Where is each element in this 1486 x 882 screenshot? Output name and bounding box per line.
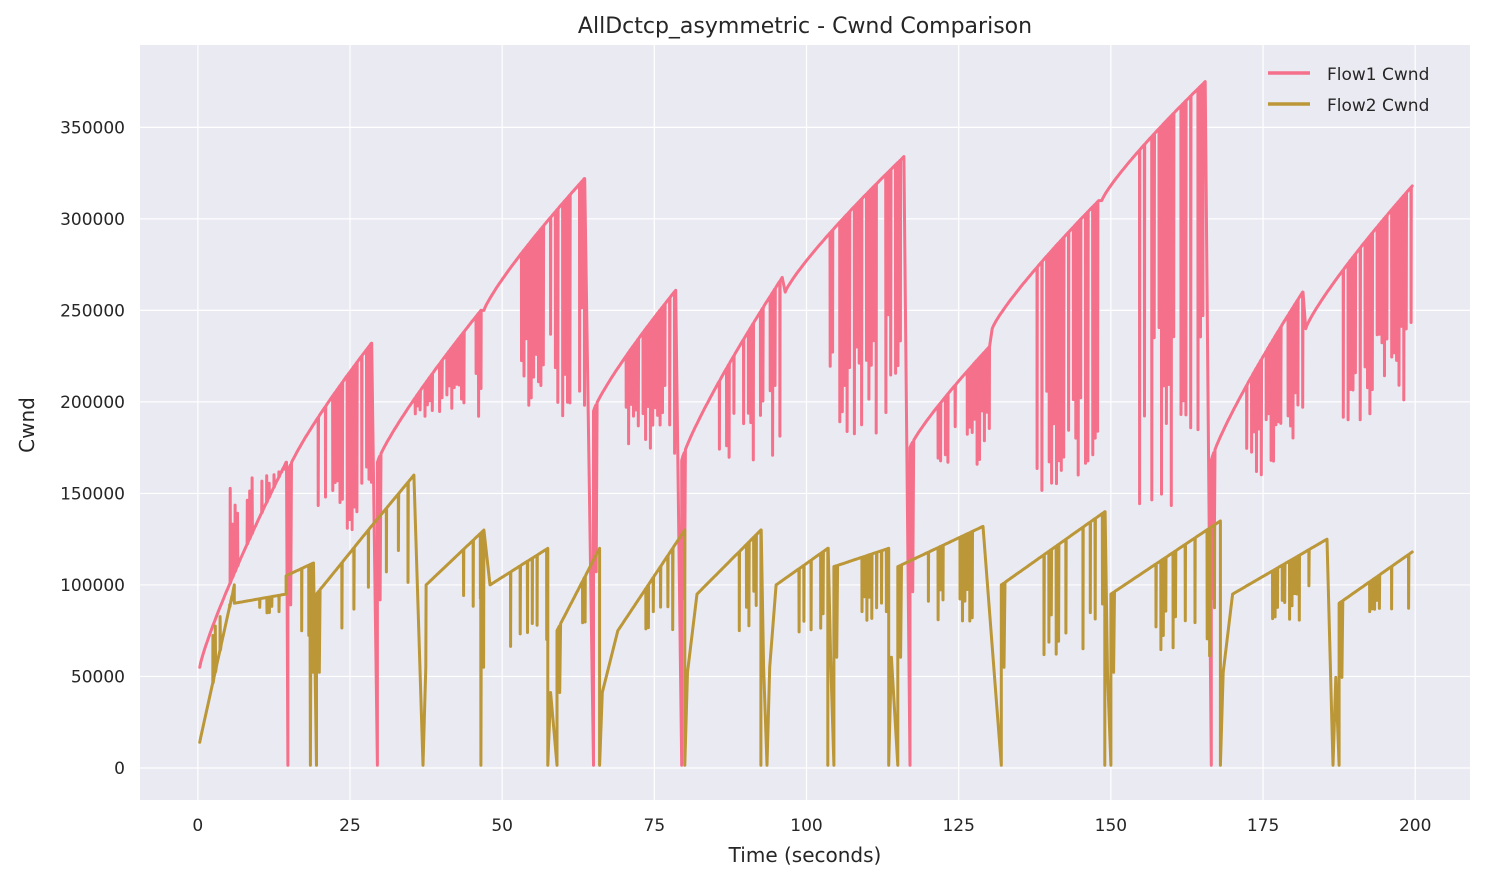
y-tick-label: 100000: [60, 576, 125, 596]
legend-label-flow2: Flow2 Cwnd: [1327, 96, 1429, 116]
y-tick-label: 350000: [60, 118, 125, 138]
x-tick-label: 175: [1247, 816, 1279, 836]
x-tick-label: 25: [339, 816, 361, 836]
y-tick-label: 0: [114, 759, 125, 779]
y-tick-label: 150000: [60, 484, 125, 504]
x-tick-label: 125: [942, 816, 974, 836]
y-tick-label: 300000: [60, 210, 125, 230]
x-tick-label: 0: [192, 816, 203, 836]
series-line-1: [198, 80, 1414, 767]
y-tick-label: 250000: [60, 301, 125, 321]
legend-label-flow1: Flow1 Cwnd: [1327, 65, 1429, 85]
tick-layer: 0 25 50 75 100 125 150 175 200 0 50000 100000 150000…: [60, 118, 1431, 836]
legend: Flow1 Cwnd Flow2 Cwnd: [1268, 65, 1429, 116]
x-tick-label: 75: [644, 816, 666, 836]
y-axis-label: Cwnd: [15, 397, 39, 453]
series-layer: [198, 80, 1414, 767]
x-tick-label: 100: [790, 816, 822, 836]
x-tick-label: 150: [1095, 816, 1127, 836]
chart-title: AllDctcp_asymmetric - Cwnd Comparison: [578, 14, 1032, 39]
series-line-2: [198, 473, 1414, 767]
y-tick-label: 200000: [60, 393, 125, 413]
y-tick-label: 50000: [71, 667, 125, 687]
x-tick-label: 50: [491, 816, 513, 836]
x-axis-label: Time (seconds): [728, 843, 882, 867]
x-tick-label: 200: [1399, 816, 1431, 836]
